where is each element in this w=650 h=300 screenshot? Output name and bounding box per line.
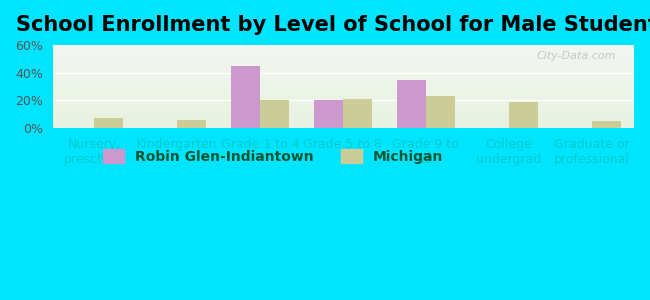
Bar — [426, 96, 455, 128]
Legend: Robin Glen-Indiantown, Michigan: Robin Glen-Indiantown, Michigan — [98, 143, 449, 169]
Bar — [260, 100, 289, 128]
Bar — [343, 99, 372, 128]
Bar — [94, 118, 123, 128]
Title: School Enrollment by Level of School for Male Students: School Enrollment by Level of School for… — [16, 15, 650, 35]
Bar — [396, 80, 426, 128]
Bar — [509, 102, 538, 128]
Bar — [314, 100, 343, 128]
Bar — [231, 66, 260, 128]
Text: City-Data.com: City-Data.com — [536, 51, 616, 61]
Bar — [177, 120, 206, 128]
Bar — [592, 121, 621, 128]
